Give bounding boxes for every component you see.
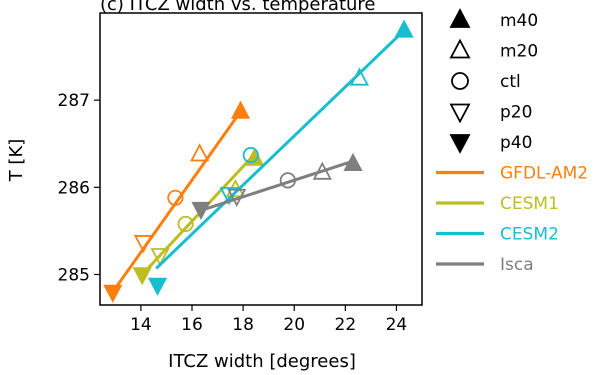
legend-label-cesm1: CESM1 xyxy=(500,194,559,214)
point-cesm2-ctl xyxy=(242,146,259,164)
point-cesm2-m40 xyxy=(394,19,414,38)
series-layer xyxy=(103,19,414,303)
legend-label-m40: m40 xyxy=(500,11,538,31)
series-isca xyxy=(191,152,363,221)
point-gfdl-am2-p40 xyxy=(103,284,123,303)
x-tick-label: 20 xyxy=(283,315,305,335)
series-gfdl-am2 xyxy=(103,100,251,303)
legend-marker-p40 xyxy=(449,134,471,154)
point-cesm1-m40 xyxy=(245,147,265,166)
x-axis-label: ITCZ width [degrees] xyxy=(168,351,356,372)
chart-title-group: (c) ITCZ width vs. temperature xyxy=(100,0,375,15)
x-tick-label: 22 xyxy=(335,315,357,335)
point-isca-m20 xyxy=(312,161,332,180)
series-cesm2 xyxy=(147,19,414,296)
legend-label-cesm2: CESM2 xyxy=(500,225,559,245)
fit-line-gfdl-am2 xyxy=(111,110,242,293)
point-isca-ctl xyxy=(279,172,296,189)
legend-marker-m40 xyxy=(449,8,471,28)
y-axis-label: T [K] xyxy=(6,139,27,183)
x-tick-label: 16 xyxy=(181,315,203,335)
y-tick-label: 286 xyxy=(58,178,90,198)
plot-frame xyxy=(99,12,423,306)
fit-line-cesm2 xyxy=(155,29,406,270)
fit-line-isca xyxy=(199,159,354,213)
legend-label-ctl: ctl xyxy=(500,72,521,92)
legend: m40 m20 ctl p20 p40 GFDL-AM2 CESM1 CESM2 Isca xyxy=(436,8,588,275)
legend-marker-ctl xyxy=(451,72,469,90)
point-gfdl-am2-m40 xyxy=(230,100,251,119)
axes: 14 16 18 20 22 24 285 286 287 xyxy=(58,12,423,335)
point-cesm2-p20 xyxy=(219,187,239,206)
legend-marker-m20 xyxy=(449,38,471,59)
legend-label-p20: p20 xyxy=(500,103,532,123)
legend-label-m20: m20 xyxy=(500,42,538,62)
point-gfdl-am2-ctl xyxy=(167,189,184,206)
plot-area xyxy=(103,19,414,303)
x-tick-label: 14 xyxy=(130,315,152,335)
x-tick-label: 24 xyxy=(386,315,408,335)
y-tick-label: 287 xyxy=(58,91,90,111)
point-gfdl-am2-m20 xyxy=(190,143,210,162)
legend-label-gfdl-am2: GFDL-AM2 xyxy=(500,164,588,184)
point-cesm2-p40 xyxy=(147,277,168,296)
point-cesm1-p40 xyxy=(132,267,152,286)
y-tick-label: 285 xyxy=(58,265,90,285)
point-cesm1-ctl xyxy=(177,215,194,233)
point-isca-m40 xyxy=(343,152,363,171)
point-isca-p40 xyxy=(191,201,211,221)
point-isca-p20 xyxy=(227,188,247,207)
x-tick-label: 18 xyxy=(232,315,254,335)
point-cesm2-m20 xyxy=(349,67,369,86)
legend-marker-p20 xyxy=(449,103,471,124)
point-cesm1-p20 xyxy=(150,248,170,267)
chart-title: (c) ITCZ width vs. temperature xyxy=(100,0,375,15)
point-gfdl-am2-p20 xyxy=(133,235,154,254)
legend-label-isca: Isca xyxy=(500,255,534,275)
legend-label-p40: p40 xyxy=(500,133,532,153)
